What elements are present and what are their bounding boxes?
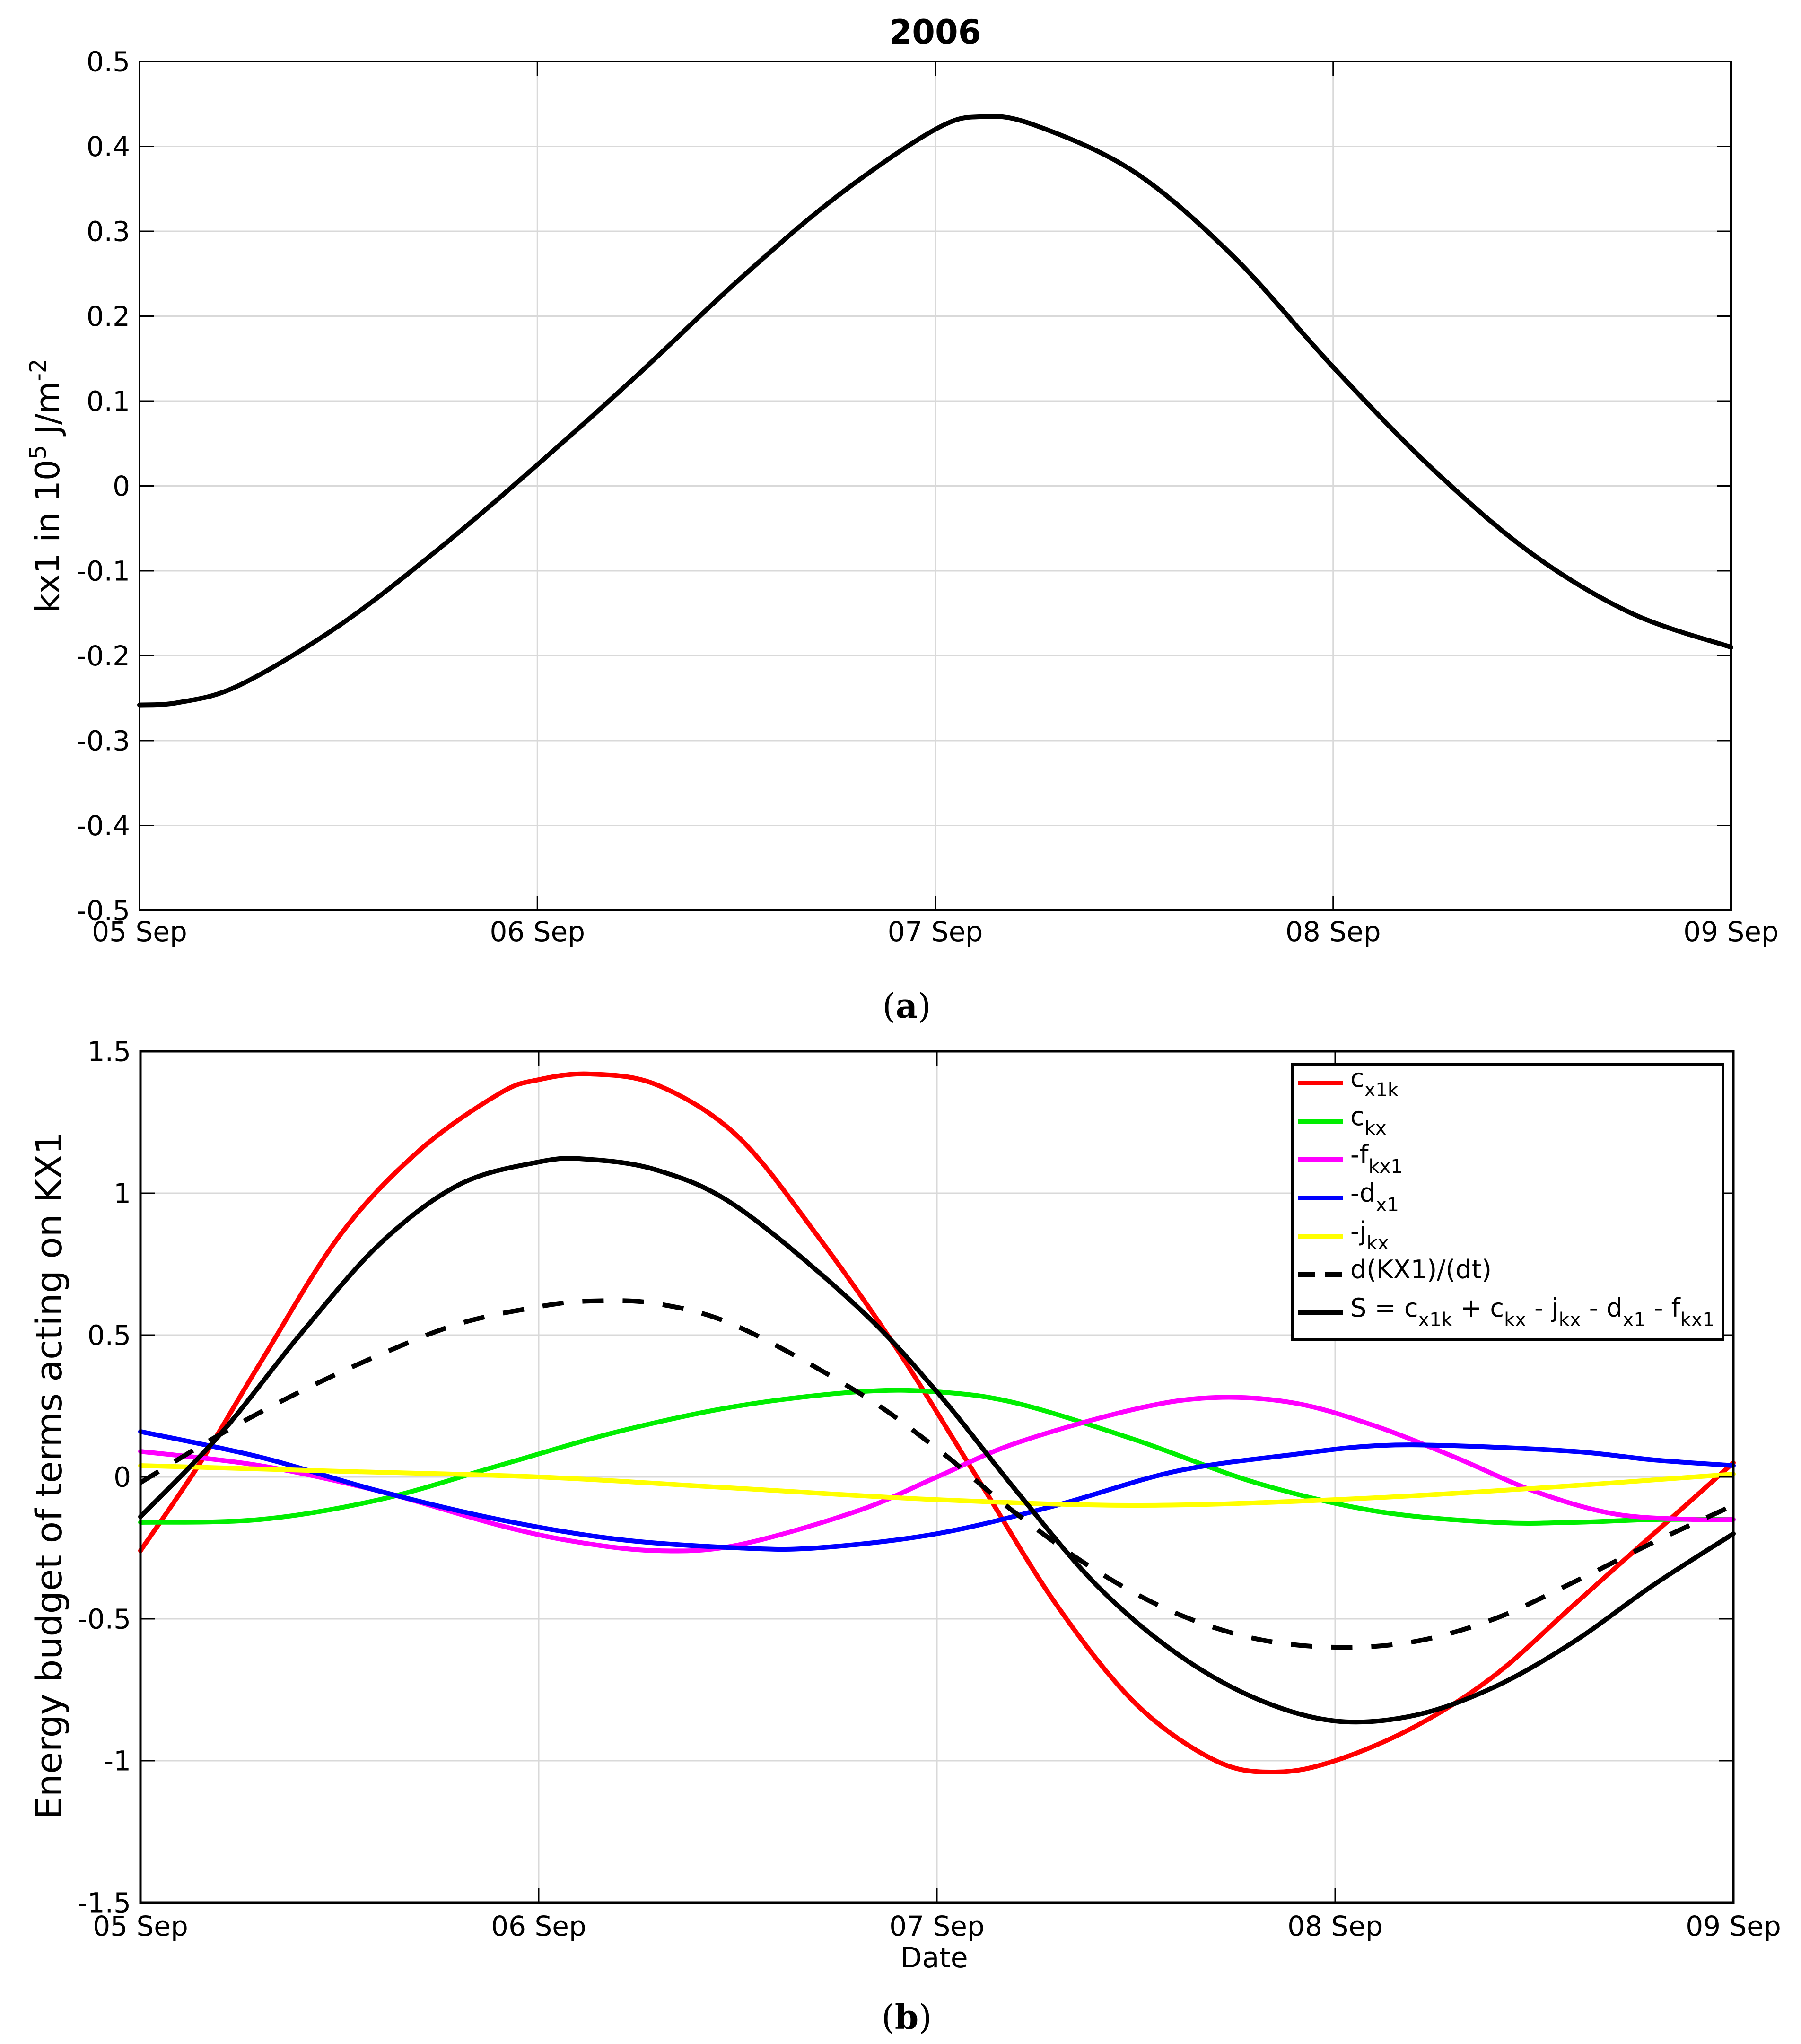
panel-b-series-j-kx [138, 1463, 1736, 1508]
legend-label: ckx [1350, 1101, 1387, 1139]
panel-b-series-s [138, 1156, 1736, 1725]
panel-b-lines [138, 1071, 1736, 1774]
panel-a-y-tick-label: -0.3 [77, 725, 130, 757]
panel-b-chart: 05 Sep 06 Sep 07 Sep 08 Sep 09 Sep -1.5 -1 -0.5… [28, 1035, 1781, 2037]
panel-a-x-tick-label: 06 Sep [490, 916, 585, 948]
panel-b-x-tick-label: 09 Sep [1686, 1910, 1781, 1942]
panel-a-y-tick-label: 0.4 [87, 131, 130, 163]
panel-a-y-axis-label: kx1 in 105 J/m-2 [25, 359, 67, 613]
legend-label: -fkx1 [1350, 1140, 1403, 1178]
panel-a-series-kx1 [137, 114, 1733, 708]
panel-a-y-tick-label: 0.2 [87, 300, 130, 332]
legend-label: -dx1 [1350, 1178, 1399, 1216]
panel-a-y-tick-label: 0.1 [87, 385, 130, 417]
panel-b-y-tick-label: 0 [114, 1461, 131, 1493]
panel-b-series-d-kx1-dt [139, 1298, 1735, 1650]
panel-a-y-tick-label: 0.3 [87, 215, 130, 247]
panel-b-y-tick-label: 1.5 [87, 1035, 131, 1067]
panel-b-y-axis-label: Energy budget of terms acting on KX1 [28, 1132, 70, 1819]
panel-b-x-tick-label: 07 Sep [889, 1910, 985, 1942]
panel-a-caption: (a) [883, 986, 931, 1026]
panel-a-title: 2006 [889, 13, 981, 52]
panel-b-series-c-kx [138, 1388, 1736, 1526]
panel-a-chart: 05 Sep 06 Sep 07 Sep 08 Sep 09 Sep -0.5 -0.4 -0… [25, 13, 1779, 1026]
panel-a-y-tick-label: -0.1 [77, 555, 130, 587]
panel-a-ticks: 05 Sep 06 Sep 07 Sep 08 Sep 09 Sep -0.5 -0.4 -0… [77, 45, 1779, 948]
panel-b-caption: (b) [882, 1997, 932, 2037]
panel-b-y-tick-label: 1 [114, 1177, 131, 1209]
panel-b-y-tick-label: 0.5 [87, 1319, 131, 1351]
panel-a-x-tick-label: 05 Sep [92, 916, 187, 948]
panel-b-series-d-x1 [138, 1429, 1736, 1552]
legend-label: -jkx [1350, 1216, 1389, 1254]
legend-label: cx1k [1350, 1063, 1399, 1101]
panel-b-ticks: 05 Sep 06 Sep 07 Sep 08 Sep 09 Sep -1.5 -1 -0.5… [78, 1035, 1781, 1942]
panel-a-x-tick-label: 07 Sep [888, 916, 983, 948]
legend-label: S = cx1k + ckx - jkx - dx1 - fkx1 [1350, 1293, 1714, 1331]
panel-b-y-tick-label: -1.5 [78, 1887, 131, 1919]
panel-a-x-tick-label: 09 Sep [1683, 916, 1779, 948]
panel-a-grid [140, 61, 1731, 910]
panel-a-y-tick-label: -0.5 [77, 894, 130, 926]
panel-b-x-tick-label: 05 Sep [93, 1910, 188, 1942]
legend-box [1291, 1063, 1724, 1341]
panel-a-y-tick-label: -0.2 [77, 640, 130, 672]
panel-a-y-tick-label: 0.5 [87, 45, 130, 78]
panel-a-y-tick-label: -0.4 [77, 810, 130, 842]
panel-b-x-tick-label: 08 Sep [1287, 1910, 1383, 1942]
panel-b-x-axis-label: Date [900, 1941, 968, 1974]
panel-a-lines [137, 114, 1733, 708]
legend-label: d(KX1)/(dt) [1350, 1255, 1492, 1284]
panel-b-x-tick-label: 06 Sep [491, 1910, 586, 1942]
panel-a-x-tick-label: 08 Sep [1285, 916, 1381, 948]
panel-a-y-tick-label: 0 [113, 470, 130, 502]
panel-b-y-tick-label: -0.5 [78, 1603, 131, 1635]
panel-b-y-tick-label: -1 [104, 1745, 131, 1777]
